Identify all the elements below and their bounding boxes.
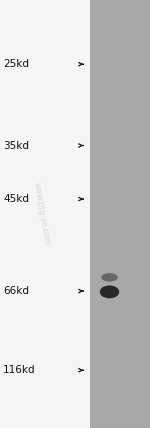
Ellipse shape	[101, 273, 118, 282]
Bar	[0, 0, 90, 428]
Bar	[90, 0, 150, 428]
Text: 35kd: 35kd	[3, 140, 29, 151]
Text: www.ptg-ae.com: www.ptg-ae.com	[32, 182, 52, 246]
Text: 66kd: 66kd	[3, 286, 29, 296]
Text: 116kd: 116kd	[3, 365, 36, 375]
Ellipse shape	[100, 285, 119, 298]
Text: 25kd: 25kd	[3, 59, 29, 69]
Text: 45kd: 45kd	[3, 194, 29, 204]
